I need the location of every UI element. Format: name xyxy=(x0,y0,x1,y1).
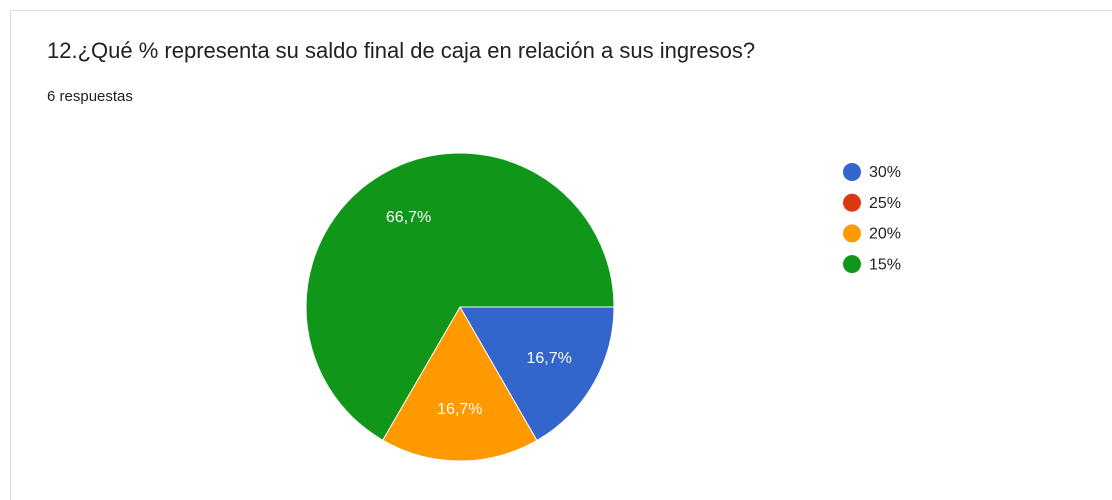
legend-label: 15% xyxy=(869,256,901,273)
legend-marker xyxy=(843,224,861,243)
legend-label: 30% xyxy=(869,164,901,181)
legend-label: 20% xyxy=(869,226,901,243)
legend-marker xyxy=(843,255,861,274)
legend-marker xyxy=(843,163,861,181)
pie-slice xyxy=(459,306,615,442)
legend-label: 25% xyxy=(869,195,901,212)
legend-marker xyxy=(843,193,861,212)
pie-slice xyxy=(382,306,538,462)
slice-label: 16,7% xyxy=(526,350,571,367)
pie-slice xyxy=(305,152,615,441)
slice-label: 66,7% xyxy=(386,209,431,226)
slice-label: 16,7% xyxy=(437,401,482,418)
chart-title: 12.¿Qué % representa su saldo final de c… xyxy=(47,38,755,63)
chart-subtitle: 6 respuestas xyxy=(47,88,133,105)
